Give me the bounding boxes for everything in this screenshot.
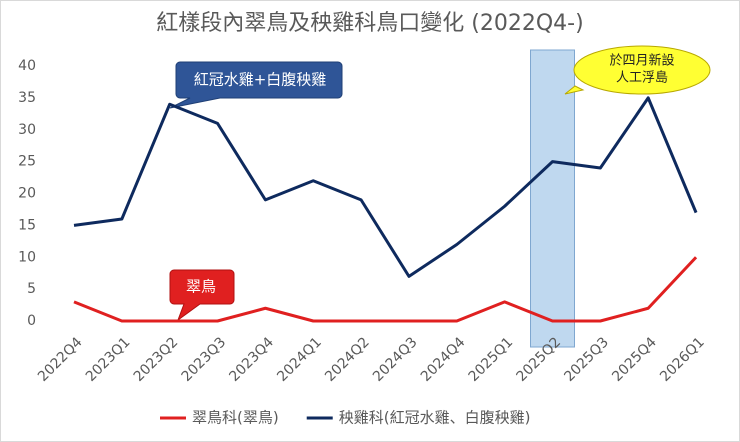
y-tick-label: 15 bbox=[18, 217, 36, 233]
chart-title: 紅樣段內翠鳥及秧雞科鳥口變化 (2022Q4-) bbox=[156, 11, 583, 36]
y-tick-label: 0 bbox=[27, 313, 36, 329]
annotation-text: 紅冠水雞+白腹秧雞 bbox=[194, 71, 327, 89]
callout-shape bbox=[169, 269, 235, 322]
legend-label: 翠鳥科(翠鳥) bbox=[192, 409, 279, 427]
callout-shape bbox=[573, 45, 711, 95]
annotation-text: 翠鳥 bbox=[186, 278, 216, 296]
series-line bbox=[73, 96, 698, 278]
callout-yellow: 於四月新設 人工浮島 bbox=[564, 45, 711, 95]
callout-shape bbox=[169, 61, 343, 109]
annotation-text: 人工浮島 bbox=[616, 71, 668, 86]
y-tick-label: 20 bbox=[18, 186, 36, 202]
annotation-text: 於四月新設 bbox=[609, 53, 674, 69]
callout-blue: 紅冠水雞+白腹秧雞 bbox=[169, 61, 343, 109]
y-tick-label: 40 bbox=[18, 58, 36, 74]
highlight-band bbox=[530, 49, 575, 348]
y-tick-label: 25 bbox=[18, 154, 36, 170]
legend-label: 秧雞科(紅冠水雞、白腹秧雞) bbox=[339, 409, 531, 427]
y-tick-label: 35 bbox=[18, 90, 36, 106]
series-line bbox=[73, 256, 698, 323]
callout-red: 翠鳥 bbox=[169, 269, 235, 322]
y-tick-label: 30 bbox=[18, 122, 36, 138]
y-tick-label: 10 bbox=[18, 249, 36, 265]
y-tick-label: 5 bbox=[27, 281, 36, 297]
callout-tail bbox=[564, 85, 585, 95]
